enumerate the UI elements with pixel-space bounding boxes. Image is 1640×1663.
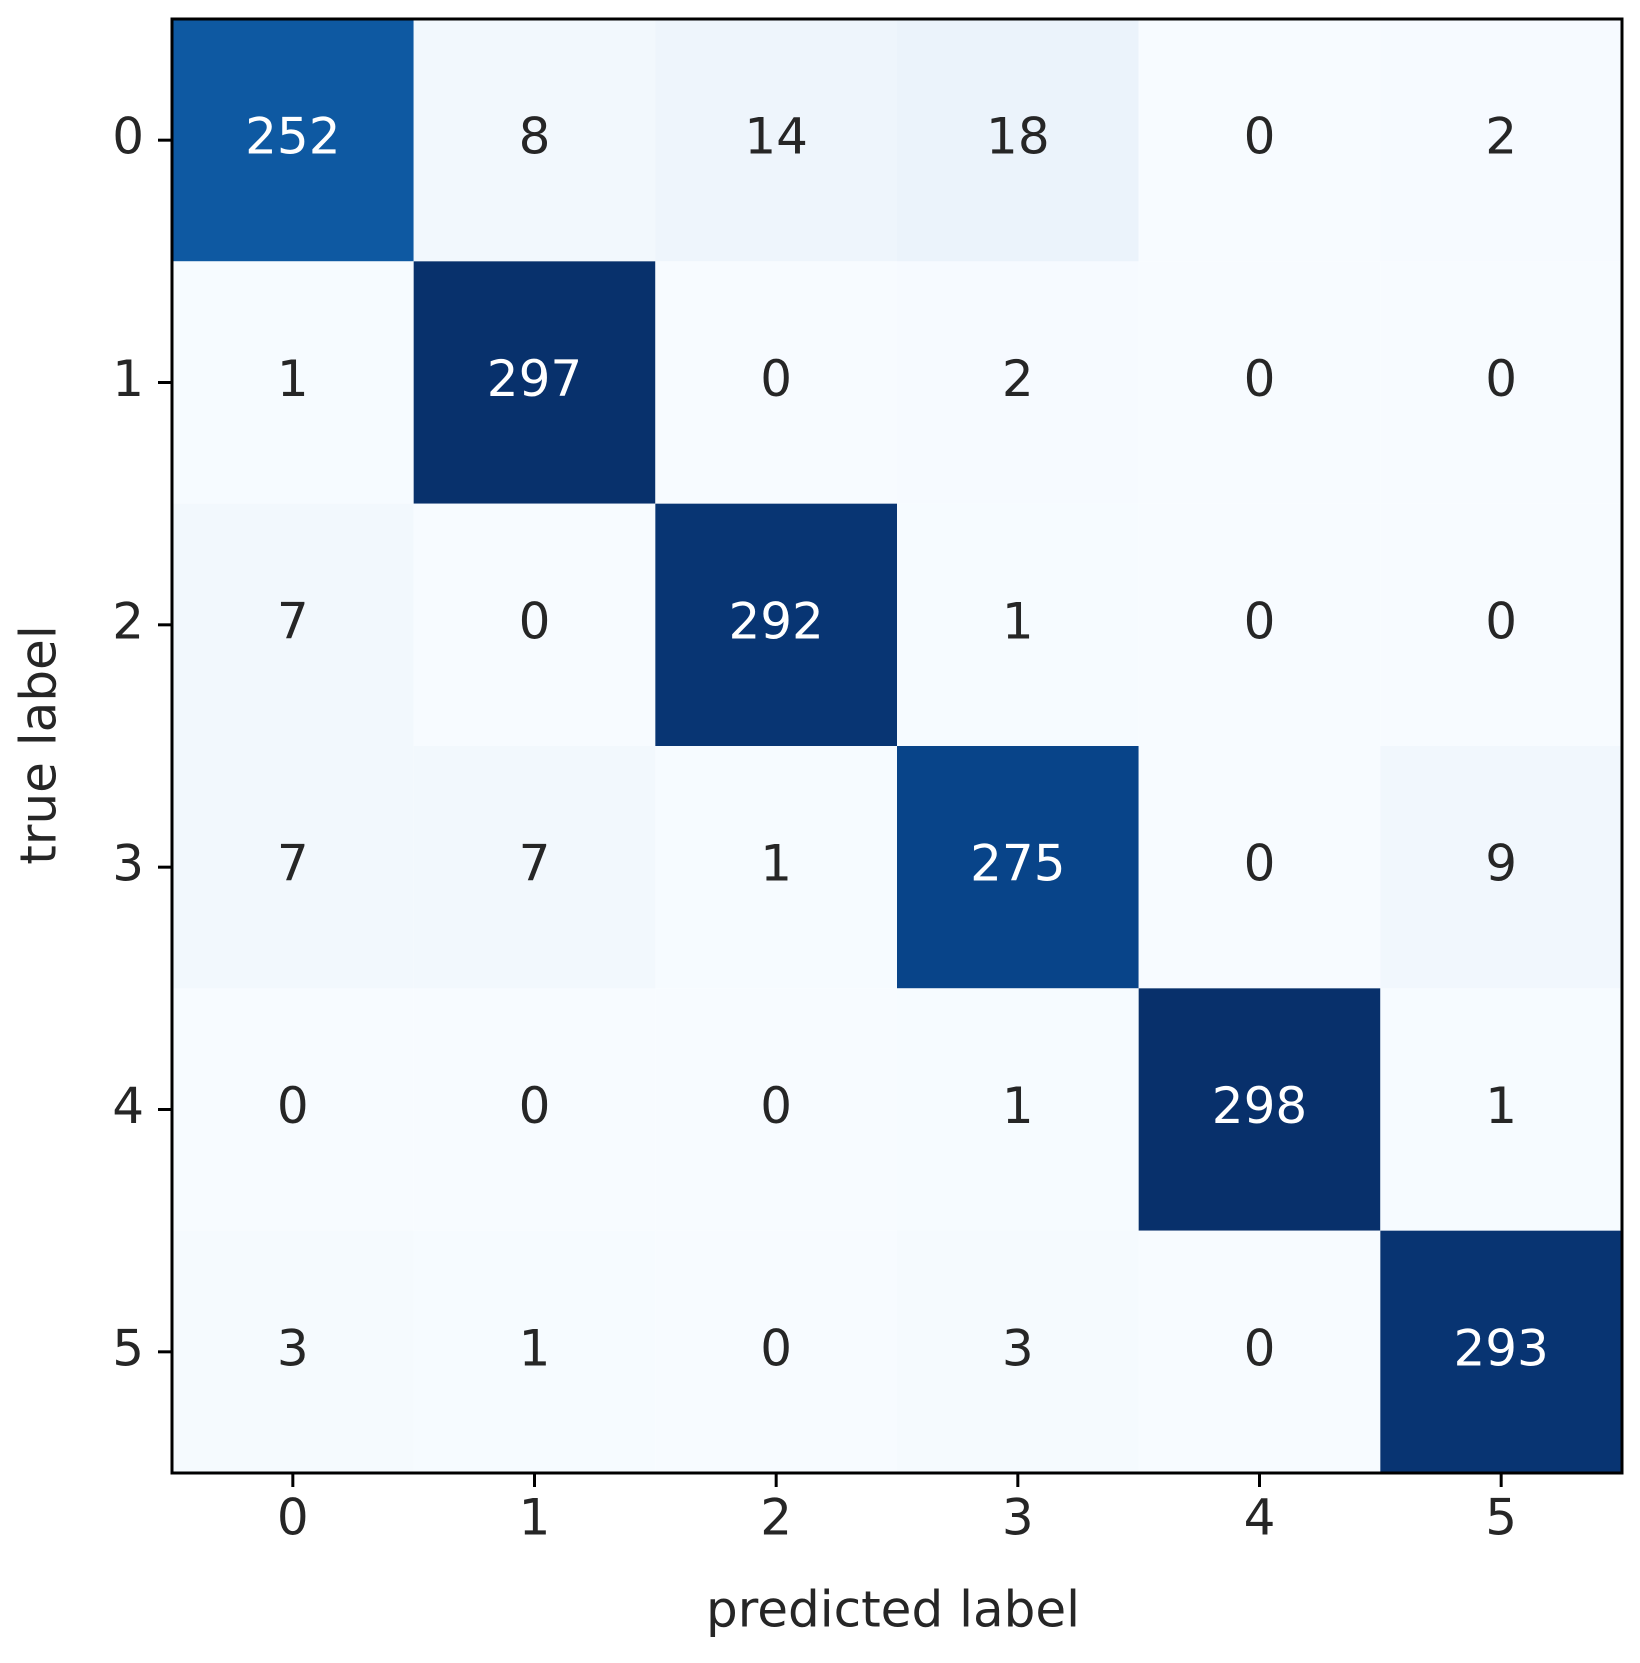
heatmap-cell [897, 746, 1139, 989]
cell-label: 1 [1002, 592, 1034, 650]
cell-label: 1 [1002, 1077, 1034, 1135]
cell-label: 9 [1485, 835, 1517, 893]
cell-label: 0 [1244, 835, 1276, 893]
cell-label: 0 [760, 1077, 792, 1135]
cell-label: 0 [1244, 1319, 1276, 1377]
cell-label: 2 [1485, 108, 1517, 166]
cell-label: 18 [986, 108, 1050, 166]
cell-label: 3 [277, 1319, 309, 1377]
heatmap-cell [413, 503, 656, 746]
heatmap-cell [413, 746, 656, 989]
cell-label: 0 [519, 592, 551, 650]
heatmap-cell [413, 1230, 656, 1473]
heatmap-cell [413, 988, 656, 1231]
x-tick-label: 4 [1244, 1489, 1276, 1547]
cell-label: 0 [1244, 108, 1276, 166]
heatmap-cell [897, 19, 1139, 262]
heatmap-cell [172, 261, 414, 504]
heatmap-cell [1138, 19, 1381, 262]
x-tick-label: 0 [277, 1489, 309, 1547]
heatmap-cell [1380, 988, 1622, 1231]
cell-label: 1 [277, 350, 309, 408]
cell-label: 0 [1485, 592, 1517, 650]
heatmap-cell [655, 1230, 897, 1473]
heatmap-cell [172, 19, 414, 262]
cell-label: 7 [277, 835, 309, 893]
heatmap-cell [172, 988, 414, 1231]
heatmap-cell [172, 503, 414, 746]
cell-label: 1 [519, 1319, 551, 1377]
plot-frame [170, 17, 1624, 1475]
cell-label: 297 [487, 350, 582, 408]
heatmap-cell [1138, 988, 1381, 1231]
heatmap-cell [1380, 1230, 1622, 1473]
heatmap-cell [1380, 746, 1622, 989]
x-tick-label: 2 [760, 1489, 792, 1547]
x-tick-label: 5 [1485, 1489, 1517, 1547]
heatmap-cell [897, 1230, 1139, 1473]
x-axis-label: predicted label [706, 1581, 1080, 1639]
cell-label: 0 [760, 350, 792, 408]
heatmap-cell [655, 746, 897, 989]
heatmap-cell [172, 1230, 414, 1473]
heatmap-cell [655, 503, 897, 746]
y-tick-label: 4 [112, 1077, 144, 1135]
heatmap-cell [1138, 503, 1381, 746]
cell-label: 0 [1485, 350, 1517, 408]
heatmap-cell [1138, 1230, 1381, 1473]
y-tick-label: 2 [112, 592, 144, 650]
y-tick-label: 1 [112, 350, 144, 408]
x-tick-label: 3 [1002, 1489, 1034, 1547]
cell-label: 1 [1485, 1077, 1517, 1135]
cell-label: 293 [1453, 1319, 1548, 1377]
cell-label: 0 [519, 1077, 551, 1135]
cell-label: 7 [277, 592, 309, 650]
heatmap-cell [413, 19, 656, 262]
heatmap-cell [655, 988, 897, 1231]
heatmap-cell [897, 988, 1139, 1231]
cell-label: 3 [1002, 1319, 1034, 1377]
cell-label: 0 [1244, 350, 1276, 408]
cell-label: 0 [1244, 592, 1276, 650]
heatmap-cell [897, 261, 1139, 504]
heatmap-cell [655, 19, 897, 262]
x-tick-label: 1 [519, 1489, 551, 1547]
heatmap-cell [1138, 261, 1381, 504]
cell-label: 1 [760, 835, 792, 893]
cell-label: 2 [1002, 350, 1034, 408]
cell-label: 0 [760, 1319, 792, 1377]
heatmap-cell [172, 746, 414, 989]
cell-label: 8 [519, 108, 551, 166]
cell-label: 275 [970, 835, 1065, 893]
y-tick-label: 0 [112, 108, 144, 166]
cell-label: 252 [245, 108, 340, 166]
cell-label: 7 [519, 835, 551, 893]
cell-label: 292 [728, 592, 823, 650]
y-tick-label: 3 [112, 835, 144, 893]
y-tick-label: 5 [112, 1319, 144, 1377]
heatmap-cell [1380, 503, 1622, 746]
heatmap-cell [655, 261, 897, 504]
cell-label: 0 [277, 1077, 309, 1135]
y-axis-label: true label [10, 625, 68, 864]
heatmap-cell [1380, 19, 1622, 262]
cell-label: 298 [1212, 1077, 1307, 1135]
heatmap-cell [413, 261, 656, 504]
heatmap-cell [897, 503, 1139, 746]
heatmap-cell [1380, 261, 1622, 504]
heatmap-cell [1138, 746, 1381, 989]
cell-label: 14 [744, 108, 808, 166]
